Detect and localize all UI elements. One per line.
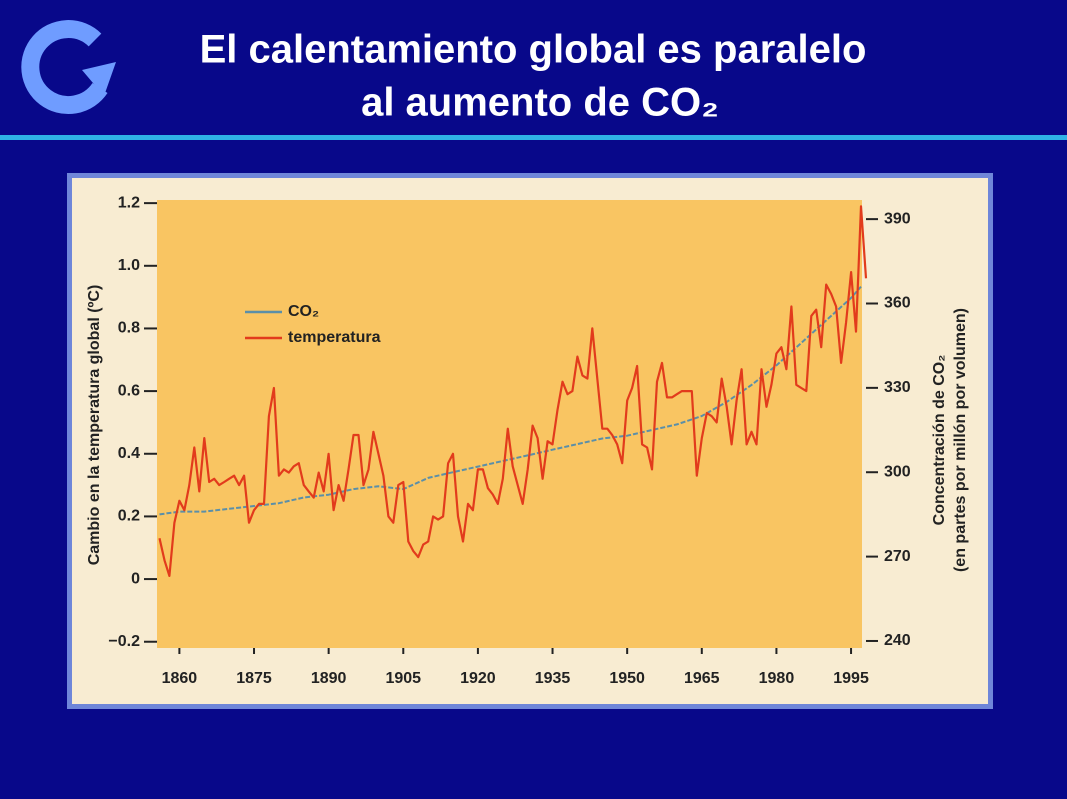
y2-tick-label: 240 (884, 632, 911, 649)
x-tick-label: 1905 (385, 670, 421, 687)
x-tick-label: 1920 (460, 670, 496, 687)
y-axis-label: Cambio en la temperatura global (ºC) (86, 285, 103, 566)
x-tick-label: 1860 (162, 670, 198, 687)
legend-label: temperatura (288, 329, 381, 346)
title-line: al aumento de CO₂ (361, 81, 719, 125)
x-tick-label: 1980 (759, 670, 795, 687)
x-tick-label: 1890 (311, 670, 347, 687)
y-tick-label: 1.0 (118, 257, 140, 274)
y2-axis-label: (en partes por millón por volumen) (952, 308, 969, 572)
y2-tick-label: 360 (884, 295, 911, 312)
y-tick-label: 0.8 (118, 320, 140, 337)
y-tick-label: 0.6 (118, 382, 140, 399)
series-line (158, 205, 868, 577)
y-tick-label: 0.4 (118, 445, 140, 462)
x-tick-label: 1935 (535, 670, 571, 687)
x-tick-label: 1875 (236, 670, 272, 687)
title-rule (0, 135, 1067, 140)
title-line: El calentamiento global es paralelo (200, 28, 867, 72)
y-tick-label: 1.2 (118, 194, 140, 211)
y2-axis-label: Concentración de CO₂ (931, 355, 948, 526)
y2-tick-label: 330 (884, 379, 911, 396)
y2-tick-label: 300 (884, 463, 911, 480)
y-tick-label: 0 (131, 570, 140, 587)
y-tick-label: 0.2 (118, 508, 140, 525)
y-tick-label: −0.2 (108, 633, 140, 650)
plot-area (157, 200, 862, 648)
y2-tick-label: 270 (884, 548, 911, 565)
legend-label: CO₂ (288, 303, 319, 320)
x-tick-label: 1995 (833, 670, 869, 687)
x-tick-label: 1965 (684, 670, 720, 687)
series-line (159, 285, 862, 516)
x-tick-label: 1950 (609, 670, 645, 687)
y2-tick-label: 390 (884, 210, 911, 227)
cycle-icon (21, 20, 116, 114)
